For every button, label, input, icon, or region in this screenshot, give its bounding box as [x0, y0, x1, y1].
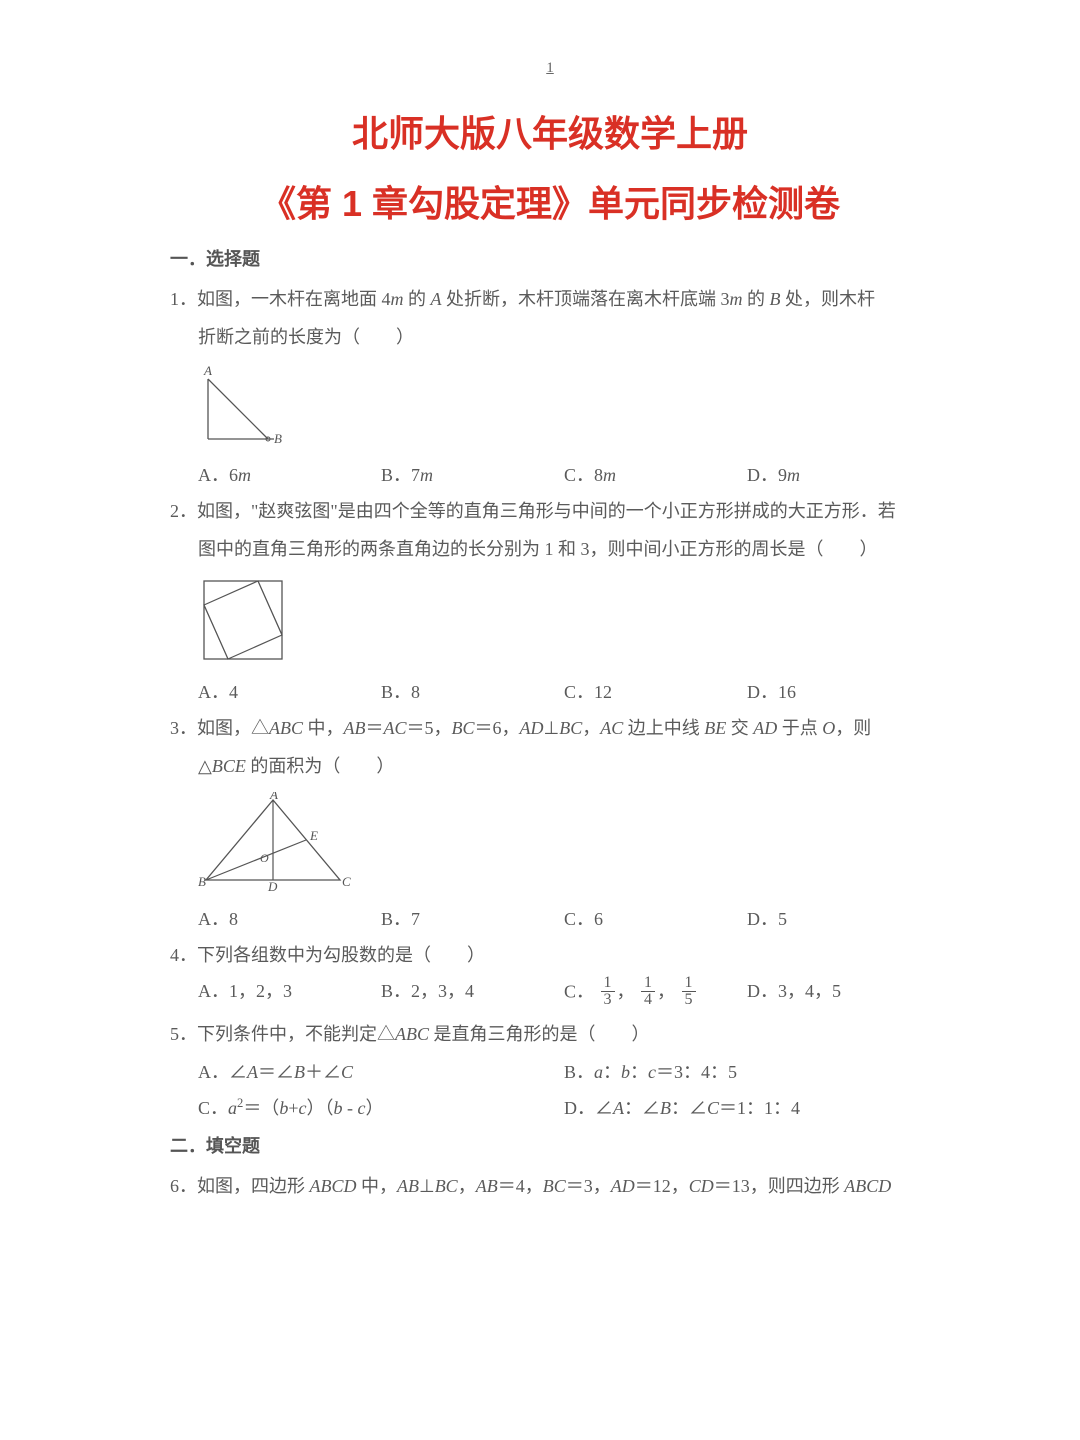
q3-opt-a: A．8 [198, 905, 381, 931]
svg-text:D: D [267, 879, 278, 892]
q4-opt-b: B．2，3，4 [381, 977, 564, 1010]
q4-opt-c: C． 13， 14， 15 [564, 977, 747, 1010]
q2-opt-c: C．12 [564, 678, 747, 704]
q1-text: 1．如图，一木杆在离地面 4m 的 A 处折断，木杆顶端落在离木杆底端 3m 的… [170, 281, 930, 317]
q3-text-2: △BCE 的面积为（ ） [170, 748, 930, 784]
svg-text:C: C [342, 874, 351, 889]
svg-text:E: E [309, 828, 318, 843]
q4-opt-d: D．3，4，5 [747, 977, 930, 1010]
q2-figure [198, 575, 930, 670]
q2-text-1: 2．如图，"赵爽弦图"是由四个全等的直角三角形与中间的一个小正方形拼成的大正方形… [170, 493, 930, 529]
q3-svg: A B C D E O [198, 792, 358, 892]
q1-figure: A B [198, 363, 930, 453]
fraction-icon: 14 [641, 975, 655, 1008]
q2-options: A．4 B．8 C．12 D．16 [198, 678, 930, 704]
page-number: 1 [170, 60, 930, 77]
q5-options: A．∠A＝∠B＋∠C B．a：b：c＝3：4：5 C．a2＝（b+c）（b - … [198, 1054, 930, 1126]
svg-text:A: A [269, 792, 278, 802]
svg-text:B: B [274, 431, 282, 446]
q2-opt-d: D．16 [747, 678, 930, 704]
q3-options: A．8 B．7 C．6 D．5 [198, 905, 930, 931]
q3-figure: A B C D E O [198, 792, 930, 897]
q4-options: A．1，2，3 B．2，3，4 C． 13， 14， 15 D．3，4，5 [198, 977, 930, 1010]
q2-opt-a: A．4 [198, 678, 381, 704]
q2-opt-b: B．8 [381, 678, 564, 704]
q4-text: 4．下列各组数中为勾股数的是（ ） [170, 937, 930, 973]
title-line-2: 《第 1 章勾股定理》单元同步检测卷 [170, 175, 930, 227]
svg-text:B: B [198, 874, 206, 889]
section-2-heading: 二．填空题 [170, 1132, 930, 1158]
q5-opt-d: D．∠A：∠B：∠C＝1：1：4 [564, 1090, 930, 1126]
q2-svg [198, 575, 288, 665]
section-1-heading: 一．选择题 [170, 245, 930, 271]
q5-text: 5．下列条件中，不能判定△ABC 是直角三角形的是（ ） [170, 1016, 930, 1052]
q1-text-2: 折断之前的长度为（ ） [170, 319, 930, 355]
q1-opt-b: B．7m [381, 461, 564, 487]
title-line-1: 北师大版八年级数学上册 [170, 105, 930, 157]
q3-opt-d: D．5 [747, 905, 930, 931]
q1-options: A．6m B．7m C．8m D．9m [198, 461, 930, 487]
fraction-icon: 13 [601, 975, 615, 1008]
q5-opt-a: A．∠A＝∠B＋∠C [198, 1054, 564, 1090]
q6-text: 6．如图，四边形 ABCD 中，AB⊥BC，AB＝4，BC＝3，AD＝12，CD… [170, 1168, 930, 1204]
q3-opt-c: C．6 [564, 905, 747, 931]
fraction-icon: 15 [682, 975, 696, 1008]
q5-opt-b: B．a：b：c＝3：4：5 [564, 1054, 930, 1090]
q2-text-2: 图中的直角三角形的两条直角边的长分别为 1 和 3，则中间小正方形的周长是（ ） [170, 531, 930, 567]
q1-svg: A B [198, 363, 298, 448]
svg-text:O: O [260, 851, 269, 865]
q1-opt-a: A．6m [198, 461, 381, 487]
q1-opt-d: D．9m [747, 461, 930, 487]
q1-opt-c: C．8m [564, 461, 747, 487]
q3-text-1: 3．如图，△ABC 中，AB＝AC＝5，BC＝6，AD⊥BC，AC 边上中线 B… [170, 710, 930, 746]
q5-opt-c: C．a2＝（b+c）（b - c） [198, 1090, 564, 1126]
document-page: 1 北师大版八年级数学上册 《第 1 章勾股定理》单元同步检测卷 一．选择题 1… [0, 0, 1080, 1246]
q3-opt-b: B．7 [381, 905, 564, 931]
svg-text:A: A [203, 363, 212, 378]
q4-opt-a: A．1，2，3 [198, 977, 381, 1010]
